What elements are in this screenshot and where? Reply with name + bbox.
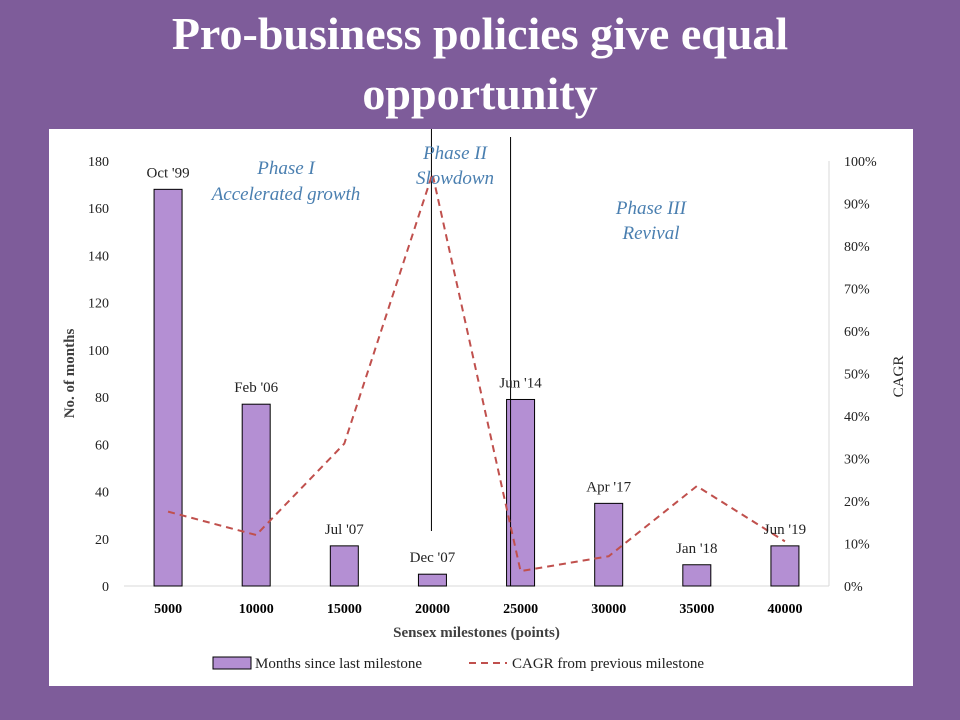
bar-40000 [770,545,800,587]
legend-label-cagr: CAGR from previous milestone [512,656,704,672]
slide-title: Pro-business policies give equal opportu… [0,4,960,124]
phase-1-desc: Accelerated growth [210,184,361,205]
slide-title-line-1: Pro-business policies give equal [171,8,789,59]
bar-label-25000: Jun '14 [499,375,542,391]
bar-10000 [241,403,271,587]
tick-labels: 0 20 40 60 80 100 120 140 160 180 0% 10% 20% 30% 40% 50… [88,155,877,617]
bar-15000 [329,545,359,587]
bar-30000 [594,502,624,587]
x-tick-15000: 15000 [327,602,362,617]
phase-dividers [430,129,512,586]
x-tick-40000: 40000 [767,602,802,617]
x-tick-10000: 10000 [239,602,274,617]
bar-label-30000: Apr '17 [586,479,631,495]
x-tick-5000: 5000 [154,602,182,617]
bar-label-35000: Jan '18 [676,541,717,557]
y2-tick-10pct: 10% [844,538,870,553]
legend-swatch-months [212,656,252,670]
y2-tick-90pct: 90% [844,198,870,213]
y-tick-80: 80 [95,391,109,406]
y2-tick-20pct: 20% [844,495,870,510]
x-tick-25000: 25000 [503,602,538,617]
combo-chart: Oct '99 Feb '06 Jul '07 Dec '07 Jun '14 Apr '… [62,129,907,672]
x-axis-title: Sensex milestones (points) [393,625,560,641]
x-tick-30000: 30000 [591,602,626,617]
phase-2-name: Phase II [422,143,489,164]
bar-label-40000: Jun '19 [764,522,806,538]
cagr-line [167,169,786,573]
phase-3-name: Phase III [615,198,688,219]
slide-title-line-2: opportunity [362,68,598,119]
y-tick-100: 100 [88,344,109,359]
y-tick-0: 0 [102,580,109,595]
chart-axes [124,161,830,587]
bar-label-10000: Feb '06 [234,380,278,396]
bar-5000 [153,188,183,587]
y2-tick-50pct: 50% [844,368,870,383]
y-tick-160: 160 [88,202,109,217]
bar-series [153,188,800,587]
bar-data-labels: Oct '99 Feb '06 Jul '07 Dec '07 Jun '14 Apr '… [147,165,807,566]
bar-label-5000: Oct '99 [147,165,190,181]
bar-35000 [682,564,712,587]
phase-3-desc: Revival [622,223,680,244]
y-tick-40: 40 [95,486,109,501]
y-tick-140: 140 [88,249,109,264]
y2-tick-60pct: 60% [844,325,870,340]
cagr-series [167,169,786,573]
y2-tick-40pct: 40% [844,410,870,425]
phase-labels: Phase I Accelerated growth Phase II Slowdow… [210,143,688,244]
bar-20000 [417,573,447,587]
y2-tick-100pct: 100% [844,155,877,170]
y2-tick-80pct: 80% [844,240,870,255]
axis-titles: Sensex milestones (points) No. of months C… [62,329,907,641]
bar-label-15000: Jul '07 [325,522,364,538]
y2-tick-0pct: 0% [844,580,863,595]
y-tick-120: 120 [88,297,109,312]
y2-axis-title: CAGR [891,356,907,398]
y-tick-180: 180 [88,155,109,170]
x-tick-20000: 20000 [415,602,450,617]
y-tick-60: 60 [95,438,109,453]
x-tick-35000: 35000 [679,602,714,617]
legend: Months since last milestone CAGR from pre… [212,656,704,672]
legend-label-months: Months since last milestone [255,656,422,672]
phase-1-name: Phase I [256,158,316,179]
bar-label-20000: Dec '07 [410,550,456,566]
chart-panel: Oct '99 Feb '06 Jul '07 Dec '07 Jun '14 Apr '… [49,129,913,686]
bar-25000 [506,398,536,587]
y-axis-title: No. of months [62,329,78,419]
y-tick-20: 20 [95,533,109,548]
y2-tick-30pct: 30% [844,453,870,468]
phase-2-desc: Slowdown [416,168,494,189]
y2-tick-70pct: 70% [844,283,870,298]
